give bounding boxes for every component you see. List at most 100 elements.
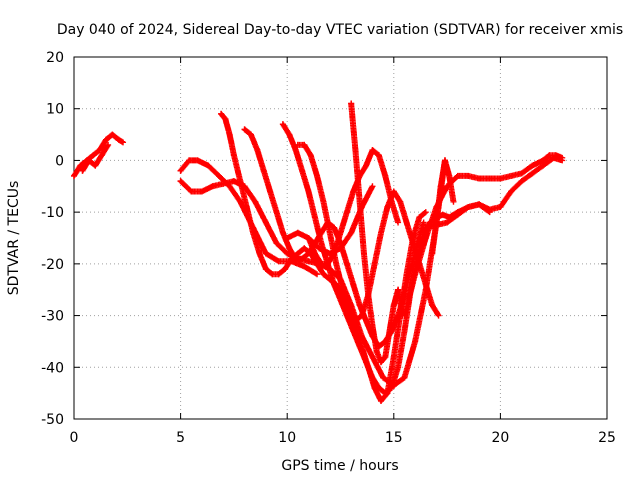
data-point xyxy=(437,183,444,190)
data-point xyxy=(230,178,237,185)
data-point xyxy=(356,343,363,350)
data-point xyxy=(382,390,389,397)
data-point xyxy=(401,374,408,381)
data-point xyxy=(369,183,376,190)
data-point xyxy=(294,229,301,236)
data-point xyxy=(292,255,299,262)
data-point xyxy=(363,162,370,169)
data-point xyxy=(115,136,122,143)
data-point xyxy=(215,172,222,179)
data-point xyxy=(299,167,306,174)
data-point xyxy=(254,147,261,154)
data-point xyxy=(237,198,244,205)
data-point xyxy=(326,250,333,257)
data-point xyxy=(299,255,306,262)
data-series xyxy=(71,131,127,179)
data-series xyxy=(429,157,457,257)
data-point xyxy=(412,271,419,278)
x-tick-label: 15 xyxy=(385,430,403,446)
data-point xyxy=(529,162,536,169)
data-point xyxy=(230,152,237,159)
data-point xyxy=(529,170,536,177)
data-point xyxy=(378,229,385,236)
data-point xyxy=(305,188,312,195)
x-tick-label: 25 xyxy=(598,430,616,446)
data-point xyxy=(120,139,127,146)
data-point xyxy=(397,198,404,205)
data-point xyxy=(550,154,557,161)
data-point xyxy=(286,245,293,252)
data-point xyxy=(102,136,109,143)
data-series xyxy=(79,141,112,174)
data-point xyxy=(450,198,457,205)
data-point xyxy=(90,152,97,159)
chart-title: Day 040 of 2024, Sidereal Day-to-day VTE… xyxy=(57,22,623,38)
data-point xyxy=(314,172,321,179)
y-tick-label: -50 xyxy=(41,412,64,428)
data-point xyxy=(358,312,365,319)
data-point xyxy=(465,172,472,179)
data-point xyxy=(439,211,446,218)
data-point xyxy=(486,206,493,213)
data-point xyxy=(497,175,504,182)
data-point xyxy=(412,338,419,345)
data-point xyxy=(348,100,355,107)
data-point xyxy=(429,250,436,257)
data-point xyxy=(331,224,338,231)
data-point xyxy=(331,281,338,288)
y-tick-label: 10 xyxy=(46,102,64,118)
data-point xyxy=(337,245,344,252)
data-point xyxy=(369,374,376,381)
data-point xyxy=(409,240,416,247)
data-point xyxy=(262,219,269,226)
data-series xyxy=(241,126,427,350)
y-tick-label: -30 xyxy=(41,309,64,325)
data-point xyxy=(220,180,227,187)
data-point xyxy=(314,271,321,278)
data-point xyxy=(305,235,312,241)
y-tick-label: 0 xyxy=(55,153,64,169)
data-point xyxy=(294,250,301,257)
series-trace xyxy=(429,157,457,257)
data-point xyxy=(226,131,233,138)
data-point xyxy=(433,219,440,226)
data-point xyxy=(256,250,263,257)
data-point xyxy=(262,250,269,257)
data-point xyxy=(508,188,515,195)
data-point xyxy=(343,260,350,267)
data-point xyxy=(363,317,370,324)
data-point xyxy=(395,364,402,371)
data-point xyxy=(416,214,423,221)
data-point xyxy=(320,198,327,205)
data-point xyxy=(286,131,293,138)
data-point xyxy=(497,203,504,210)
data-point xyxy=(352,147,359,154)
data-point xyxy=(337,297,344,304)
data-point xyxy=(194,157,201,164)
axis-ticks: 0 5 10 15 20 25 20 10 0 -10 -20 -30 -40 -50 xyxy=(41,50,616,446)
data-point xyxy=(346,307,353,314)
data-point xyxy=(540,157,547,164)
data-point xyxy=(363,359,370,366)
data-point xyxy=(350,281,357,288)
data-point xyxy=(422,235,429,241)
data-point xyxy=(356,302,363,309)
data-point xyxy=(390,302,397,309)
data-point xyxy=(275,271,282,278)
data-point xyxy=(395,286,402,293)
data-point xyxy=(269,271,276,278)
data-series xyxy=(422,154,566,231)
data-point xyxy=(243,203,250,210)
data-point xyxy=(382,172,389,179)
data-point xyxy=(360,250,367,257)
data-points xyxy=(71,100,566,404)
data-point xyxy=(358,203,365,210)
data-point xyxy=(375,152,382,159)
data-point xyxy=(292,147,299,154)
data-point xyxy=(380,374,387,381)
data-point xyxy=(350,328,357,335)
data-point xyxy=(275,258,282,265)
data-point xyxy=(386,328,393,335)
data-point xyxy=(188,188,195,195)
data-point xyxy=(241,126,248,133)
